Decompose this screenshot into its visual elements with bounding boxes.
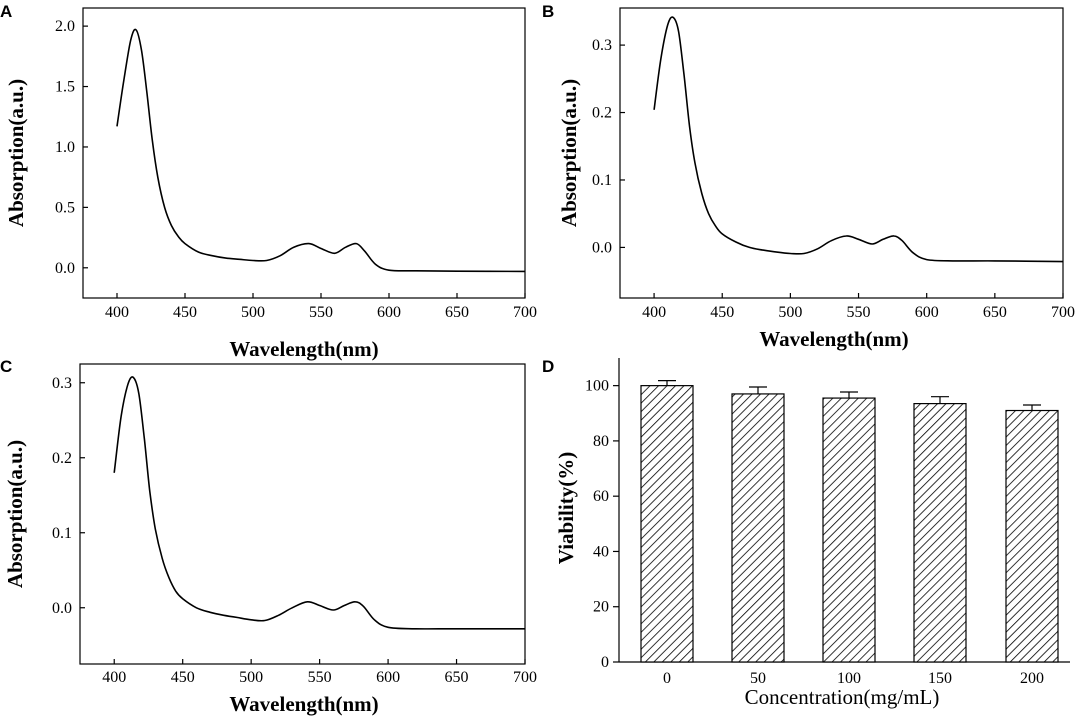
y-tick-label: 0.0 [592, 239, 612, 256]
y-axis-ticks: 0.0 0.1 0.2 0.3 [52, 375, 85, 617]
absorption-curve [653, 16, 1064, 263]
x-tick-label: 550 [308, 669, 332, 686]
panel-label: C [0, 357, 12, 376]
y-tick-label: 0.5 [55, 199, 75, 216]
x-tick-label: 650 [983, 304, 1007, 321]
y-axis-ticks: 0.0 0.5 1.0 1.5 2.0 [55, 18, 88, 277]
x-tick-label: 500 [239, 669, 263, 686]
x-tick-label: 400 [642, 304, 666, 321]
y-tick-label: 0.0 [52, 600, 72, 617]
bar [1005, 409, 1059, 663]
plot-frame [82, 7, 526, 299]
y-axis-title: Viability(%) [554, 452, 578, 564]
y-tick-label: 40 [593, 543, 609, 560]
y-tick-label: 0.1 [592, 172, 612, 189]
x-category-label: 200 [1020, 670, 1044, 687]
x-tick-label: 500 [241, 304, 265, 321]
panel-label: D [542, 357, 554, 376]
x-tick-label: 500 [778, 304, 802, 321]
plot-frame [619, 7, 1064, 299]
y-tick-label: 2.0 [55, 18, 75, 35]
panel-b: B 400 450 500 550 600 650 700 0.0 0.1 0.2 0.3 Wav… [542, 2, 1075, 351]
y-tick-label: 0 [601, 654, 609, 671]
y-tick-label: 1.0 [55, 139, 75, 156]
x-tick-label: 550 [309, 304, 333, 321]
panel-d: D 0 20 40 60 80 100 0 50 100 150 200 Concentratio… [542, 357, 1070, 709]
x-axis-categories: 0 50 100 150 200 [663, 670, 1044, 687]
x-axis-title: Wavelength(nm) [229, 692, 378, 716]
bar [731, 393, 785, 663]
plot-frame [79, 363, 526, 665]
y-tick-label: 0.1 [52, 525, 72, 542]
y-axis-ticks: 0 20 40 60 80 100 [585, 378, 619, 671]
y-axis-ticks: 0.0 0.1 0.2 0.3 [592, 37, 625, 256]
x-category-label: 0 [663, 670, 671, 687]
panel-label: B [542, 2, 554, 21]
y-axis-title: Absorption(a.u.) [557, 79, 581, 227]
x-category-label: 100 [837, 670, 861, 687]
y-tick-label: 0.0 [55, 260, 75, 277]
x-tick-label: 650 [445, 304, 469, 321]
x-axis-title: Wavelength(nm) [229, 337, 378, 361]
bar [913, 403, 967, 663]
y-tick-label: 0.2 [52, 450, 72, 467]
x-axis-ticks: 400 450 500 550 600 650 700 [102, 659, 537, 686]
x-tick-label: 600 [376, 669, 400, 686]
bar [822, 397, 876, 663]
absorption-curve [116, 28, 526, 273]
x-tick-label: 450 [171, 669, 195, 686]
x-axis-title: Concentration(mg/mL) [745, 685, 940, 709]
y-tick-label: 20 [593, 599, 609, 616]
x-axis-title: Wavelength(nm) [759, 327, 908, 351]
x-tick-label: 600 [915, 304, 939, 321]
panel-a: A 400 450 500 550 600 650 700 0.00.51.01.52.0 … [0, 2, 537, 361]
x-tick-label: 400 [102, 669, 126, 686]
y-tick-label: 1.5 [55, 79, 75, 96]
x-tick-label: 450 [710, 304, 734, 321]
x-tick-label: 700 [513, 669, 537, 686]
y-tick-label: 0.2 [592, 105, 612, 122]
x-tick-label: 700 [513, 304, 537, 321]
y-tick-label: 60 [593, 488, 609, 505]
x-tick-label: 650 [445, 669, 469, 686]
y-tick-label: 100 [585, 378, 609, 395]
absorption-curve [113, 376, 525, 630]
bar [640, 385, 694, 663]
y-tick-label: 0.3 [52, 375, 72, 392]
x-axis-ticks: 400 450 500 550 600 650 700 [642, 293, 1075, 321]
x-axis-ticks: 400 450 500 550 600 650 700 [105, 293, 537, 321]
x-tick-label: 450 [173, 304, 197, 321]
x-tick-label: 700 [1051, 304, 1075, 321]
y-tick-label: 0.3 [592, 37, 612, 54]
y-tick-label: 80 [593, 433, 609, 450]
bar-series [640, 380, 1059, 663]
y-axis-title: Absorption(a.u.) [3, 440, 27, 588]
panel-c: C 400 450 500 550 600 650 700 0.0 0.1 0.2 0.3 Wav… [0, 357, 537, 716]
x-category-label: 50 [750, 670, 766, 687]
panel-label: A [0, 2, 12, 21]
x-tick-label: 550 [847, 304, 871, 321]
x-tick-label: 400 [105, 304, 129, 321]
x-tick-label: 600 [377, 304, 401, 321]
x-category-label: 150 [928, 670, 952, 687]
y-axis-title: Absorption(a.u.) [4, 79, 28, 227]
